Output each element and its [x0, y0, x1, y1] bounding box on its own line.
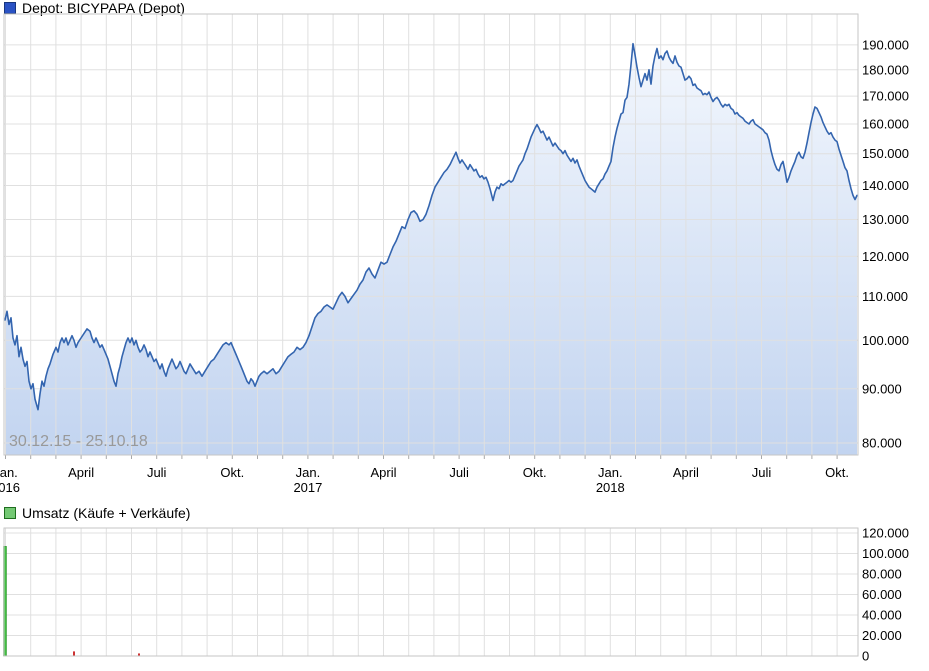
depot-x-tick-label: Juli	[449, 465, 469, 480]
depot-y-tick-label: 180.000	[862, 62, 909, 77]
depot-y-tick-label: 100.000	[862, 333, 909, 348]
depot-y-tick-label: 190.000	[862, 37, 909, 52]
depot-x-tick-label: Okt.	[825, 465, 849, 480]
umsatz-y-tick-label: 0	[862, 649, 869, 664]
umsatz-y-tick-label: 80.000	[862, 567, 902, 582]
umsatz-y-tick-label: 20.000	[862, 628, 902, 643]
depot-x-tick-label: Jan.	[296, 465, 321, 480]
depot-y-tick-label: 120.000	[862, 249, 909, 264]
depot-chart-title: Depot: BICYPAPA (Depot)	[22, 0, 185, 16]
umsatz-y-tick-label: 40.000	[862, 608, 902, 623]
depot-y-tick-label: 110.000	[862, 289, 908, 304]
umsatz-bar	[73, 651, 75, 656]
date-range-watermark: 30.12.15 - 25.10.18	[9, 433, 148, 450]
depot-y-tick-label: 160.000	[862, 116, 909, 131]
depot-legend: Depot: BICYPAPA (Depot)	[4, 1, 185, 15]
depot-x-year-label: 2017	[293, 480, 322, 495]
depot-x-tick-label: Okt.	[523, 465, 547, 480]
umsatz-y-tick-label: 100.000	[862, 546, 909, 561]
depot-plot-border	[3, 13, 859, 456]
depot-y-tick-label: 150.000	[862, 146, 909, 161]
umsatz-y-tick-label: 60.000	[862, 587, 902, 602]
depot-x-tick-label: April	[370, 465, 396, 480]
depot-line	[4, 42, 858, 411]
depot-y-tick-label: 130.000	[862, 212, 909, 227]
depot-x-tick-label: Juli	[752, 465, 772, 480]
depot-x-tick-label: Okt.	[220, 465, 244, 480]
depot-y-tick-label: 80.000	[862, 436, 902, 451]
depot-y-tick-label: 90.000	[862, 381, 902, 396]
depot-x-year-label: 2016	[0, 480, 20, 495]
depot-x-tick-label: Jan.	[0, 465, 18, 480]
umsatz-legend: Umsatz (Käufe + Verkäufe)	[4, 506, 190, 520]
umsatz-bar	[138, 653, 140, 656]
umsatz-plot-border	[3, 527, 859, 657]
depot-x-tick-label: Juli	[147, 465, 167, 480]
depot-x-tick-label: April	[673, 465, 699, 480]
umsatz-legend-marker-icon	[4, 507, 16, 519]
depot-y-tick-label: 140.000	[862, 178, 909, 193]
umsatz-y-tick-label: 120.000	[862, 526, 909, 541]
depot-x-tick-label: April	[68, 465, 94, 480]
depot-x-year-label: 2018	[596, 480, 625, 495]
depot-y-tick-label: 170.000	[862, 89, 909, 104]
depot-x-tick-label: Jan.	[598, 465, 623, 480]
depot-area	[5, 43, 857, 455]
umsatz-chart-title: Umsatz (Käufe + Verkäufe)	[22, 505, 191, 521]
